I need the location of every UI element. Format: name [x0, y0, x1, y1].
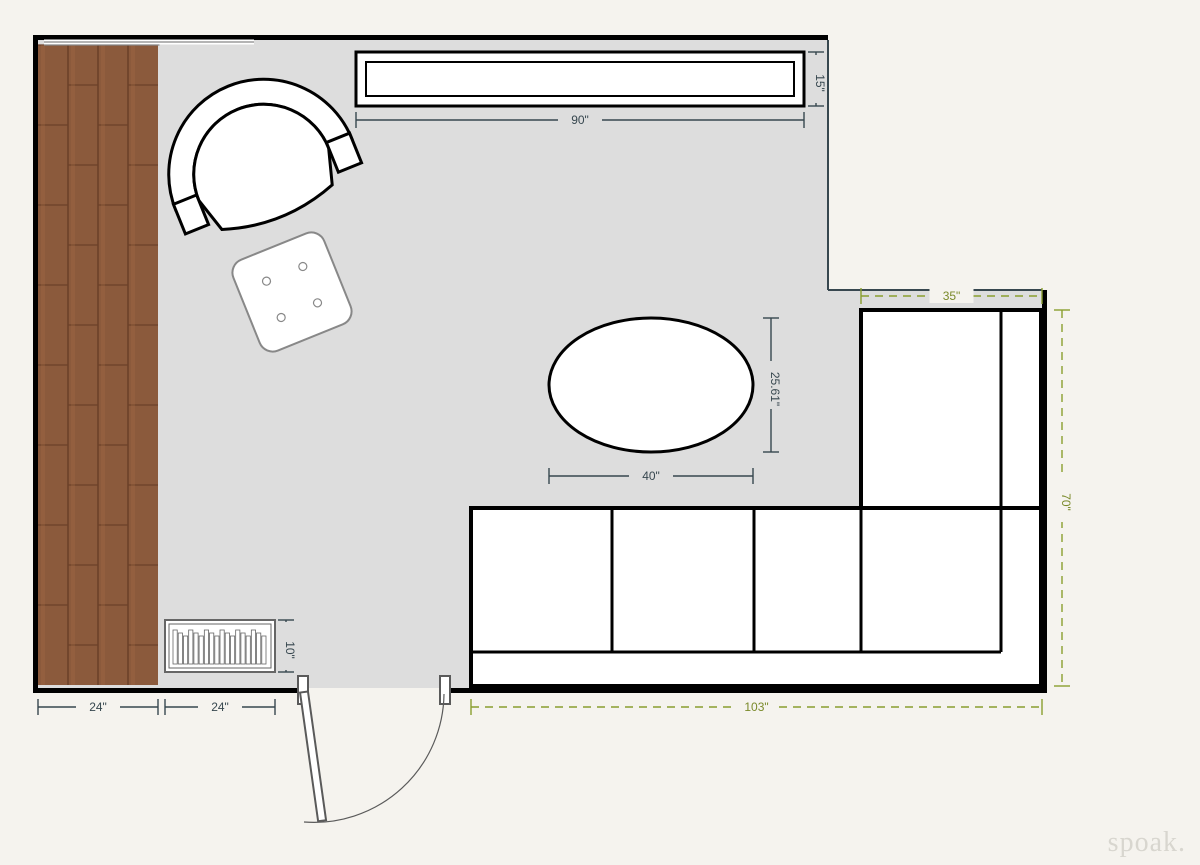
dim-label-table-height: 25.61": [768, 372, 782, 406]
dim-label-wood-width: 24": [89, 700, 107, 714]
dim-label-sectional-top: 35": [943, 289, 961, 303]
dim-label-sectional-right: 70": [1059, 493, 1073, 511]
dim-label-table-width: 40": [642, 469, 660, 483]
wood-floor: [38, 45, 158, 685]
watermark: spoak.: [1108, 827, 1186, 859]
floorplan-canvas: 90" 15" 40" 25.61" 24" 24" 10" 103" 70" 35" spoak…: [0, 0, 1200, 865]
dim-label-shelf-width: 24": [211, 700, 229, 714]
dim-label-sectional-bottom: 103": [744, 700, 768, 714]
bookshelf: [165, 620, 275, 672]
console-table: [356, 52, 804, 106]
floorplan-svg: 90" 15" 40" 25.61" 24" 24" 10" 103" 70" 35": [0, 0, 1200, 865]
dim-label-shelf-depth: 10": [283, 641, 297, 659]
dim-label-console-width: 90": [571, 113, 589, 127]
dim-label-console-depth: 15": [813, 74, 827, 92]
coffee-table: [549, 318, 753, 452]
